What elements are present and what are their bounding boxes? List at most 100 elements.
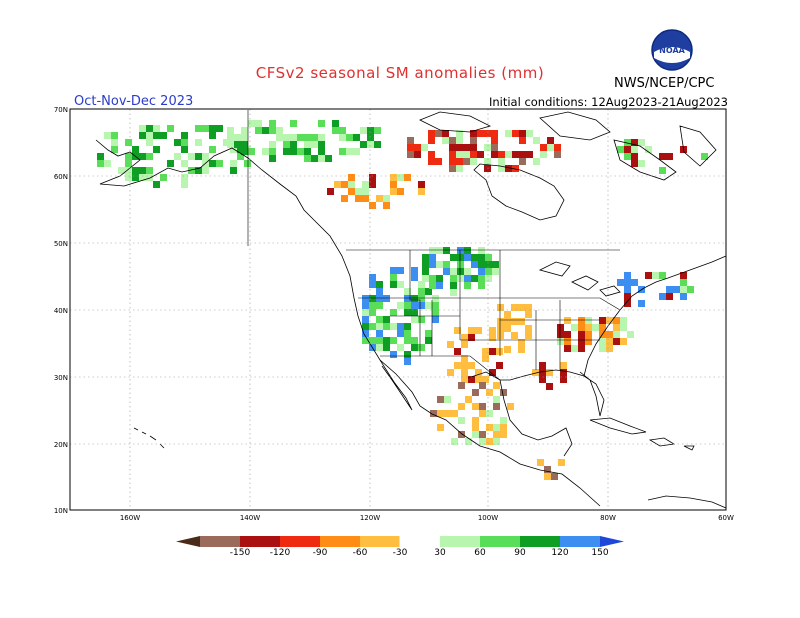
colorbar-label: -60	[353, 548, 368, 558]
anomaly-cell	[478, 282, 485, 289]
anomaly-cell	[631, 146, 638, 153]
anomaly-cell	[390, 281, 397, 288]
anomaly-cell	[318, 148, 325, 155]
anomaly-cell	[478, 268, 485, 275]
anomaly-cell	[461, 341, 468, 348]
anomaly-cell	[125, 139, 132, 146]
anomaly-cell	[436, 261, 443, 268]
anomaly-cell	[560, 376, 567, 383]
anomaly-cell	[456, 165, 463, 172]
anomaly-cell	[479, 410, 486, 417]
anomaly-cell	[411, 302, 418, 309]
anomaly-cells	[97, 120, 708, 480]
anomaly-cell	[311, 141, 318, 148]
anomaly-cell	[449, 151, 456, 158]
anomaly-cell	[304, 141, 311, 148]
anomaly-cell	[421, 144, 428, 151]
anomaly-cell	[613, 338, 620, 345]
anomaly-cell	[456, 137, 463, 144]
anomaly-cell	[422, 268, 429, 275]
anomaly-cell	[458, 382, 465, 389]
anomaly-cell	[241, 141, 248, 148]
anomaly-cell	[111, 139, 118, 146]
anomaly-cell	[376, 302, 383, 309]
anomaly-cell	[241, 127, 248, 134]
anomaly-cell	[237, 153, 244, 160]
anomaly-cell	[638, 300, 645, 307]
anomaly-cell	[390, 181, 397, 188]
anomaly-cell	[318, 155, 325, 162]
anomaly-cell	[167, 125, 174, 132]
anomaly-cell	[478, 261, 485, 268]
colorbar-swatch	[320, 536, 360, 547]
anomaly-cell	[369, 202, 376, 209]
anomaly-cell	[470, 151, 477, 158]
anomaly-cell	[701, 153, 708, 160]
anomaly-cell	[418, 288, 425, 295]
anomaly-cell	[492, 261, 499, 268]
anomaly-cell	[407, 137, 414, 144]
anomaly-cell	[557, 324, 564, 331]
anomaly-cell	[418, 302, 425, 309]
anomaly-cell	[223, 139, 230, 146]
anomaly-cell	[485, 268, 492, 275]
anomaly-cell	[269, 141, 276, 148]
anomaly-cell	[624, 279, 631, 286]
anomaly-cell	[383, 295, 390, 302]
longitude-label: 60W	[718, 514, 734, 522]
anomaly-cell	[244, 160, 251, 167]
anomaly-cell	[118, 167, 125, 174]
anomaly-cell	[578, 324, 585, 331]
anomaly-cell	[111, 146, 118, 153]
anomaly-cell	[547, 137, 554, 144]
anomaly-cell	[624, 146, 631, 153]
anomaly-cell	[511, 304, 518, 311]
anomaly-cell	[376, 323, 383, 330]
anomaly-cell	[468, 327, 475, 334]
anomaly-cell	[620, 317, 627, 324]
anomaly-cell	[638, 160, 645, 167]
anomaly-cell	[486, 438, 493, 445]
anomaly-cell	[297, 148, 304, 155]
anomaly-cell	[592, 324, 599, 331]
anomaly-cell	[454, 348, 461, 355]
anomaly-cell	[470, 130, 477, 137]
anomaly-cell	[237, 146, 244, 153]
anomaly-cell	[125, 160, 132, 167]
anomaly-cell	[489, 334, 496, 341]
anomaly-cell	[297, 134, 304, 141]
anomaly-cell	[418, 316, 425, 323]
colorbar-swatch	[480, 536, 520, 547]
anomaly-cell	[167, 160, 174, 167]
anomaly-cell	[318, 120, 325, 127]
anomaly-cell	[422, 254, 429, 261]
anomaly-cell	[160, 174, 167, 181]
anomaly-cell	[472, 431, 479, 438]
anomaly-cell	[512, 165, 519, 172]
anomaly-cell	[304, 155, 311, 162]
anomaly-cell	[304, 134, 311, 141]
anomaly-cell	[202, 167, 209, 174]
anomaly-cell	[362, 295, 369, 302]
anomaly-cell	[269, 120, 276, 127]
anomaly-cell	[290, 148, 297, 155]
map-title: CFSv2 seasonal SM anomalies (mm)	[255, 64, 545, 82]
anomaly-cell	[551, 473, 558, 480]
anomaly-cell	[666, 153, 673, 160]
anomaly-cell	[390, 351, 397, 358]
anomaly-cell	[425, 288, 432, 295]
anomaly-cell	[407, 151, 414, 158]
anomaly-cell	[478, 254, 485, 261]
anomaly-cell	[97, 153, 104, 160]
anomaly-cell	[411, 316, 418, 323]
anomaly-cell	[348, 188, 355, 195]
anomaly-cell	[139, 125, 146, 132]
anomaly-cell	[498, 165, 505, 172]
anomaly-cell	[367, 127, 374, 134]
anomaly-cell	[362, 309, 369, 316]
anomaly-cell	[557, 331, 564, 338]
anomaly-cell	[332, 120, 339, 127]
anomaly-cell	[493, 382, 500, 389]
anomaly-cell	[504, 318, 511, 325]
anomaly-cell	[283, 148, 290, 155]
